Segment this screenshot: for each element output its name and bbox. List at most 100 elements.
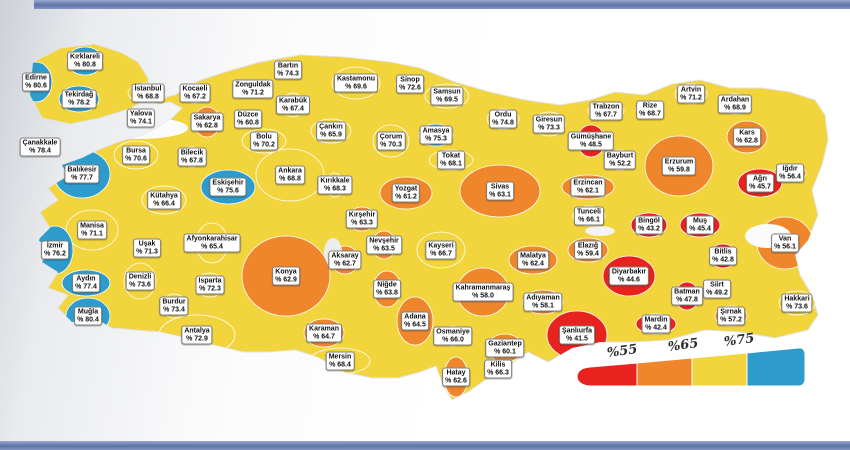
province-label: Kütahya% 66.4 [147, 190, 181, 210]
province-label: Kilis% 66.3 [484, 359, 512, 379]
province-rate: % 49.2 [706, 289, 728, 297]
province-rate: % 57.2 [720, 316, 742, 324]
province-rate: % 52.2 [609, 160, 631, 168]
province-label: Amasya% 75.3 [419, 125, 453, 145]
province-name: Aydın [76, 275, 96, 283]
province-rate: % 75.3 [425, 135, 447, 143]
province-rate: % 80.6 [25, 82, 47, 90]
province-name: Manisa [80, 222, 104, 230]
province-rate: % 42.8 [712, 256, 734, 264]
province-rate: % 70.6 [125, 155, 147, 163]
province-name: Bitlis [714, 248, 732, 256]
province-label: Manisa% 71.1 [77, 220, 107, 240]
province-label: Ankara% 68.8 [275, 165, 305, 185]
province-rate: % 78.4 [29, 147, 51, 155]
province-name: Afyonkarahisar [186, 235, 238, 243]
province-label: Isparta% 72.3 [195, 275, 225, 295]
province-rate: % 64.7 [313, 333, 335, 341]
province-label: Adana% 64.5 [401, 311, 429, 331]
province-name: Bursa [126, 147, 146, 155]
legend-segment-orange [636, 357, 693, 387]
province-label: Nevşehir% 63.5 [366, 235, 402, 255]
province-rate: % 63.1 [489, 191, 511, 199]
province-label: Adıyaman% 58.1 [523, 292, 563, 312]
country-silhouette [29, 43, 829, 401]
province-name: Osmaniye [436, 328, 470, 336]
province-rate: % 43.2 [638, 225, 660, 233]
province-name: Kütahya [150, 192, 178, 200]
province-label: İstanbul% 68.8 [131, 83, 165, 103]
province-name: Adıyaman [526, 294, 560, 302]
province-rate: % 75.6 [217, 187, 239, 195]
province-name: Burdur [162, 298, 186, 306]
province-name: Batman [674, 288, 700, 296]
province-rate: % 72.9 [186, 335, 208, 343]
province-rate: % 72.3 [199, 285, 221, 293]
province-name: Şırnak [720, 308, 742, 316]
province-rate: % 68.8 [137, 93, 159, 101]
province-rate: % 76.2 [44, 250, 66, 258]
province-label: İzmir% 76.2 [41, 240, 69, 260]
province-rate: % 69.6 [345, 83, 367, 91]
province-name: Muş [692, 217, 707, 225]
province-label: Çanakkale% 78.4 [19, 137, 61, 157]
province-rate: % 64.5 [404, 321, 426, 329]
province-rate: % 60.1 [494, 348, 516, 356]
province-name: Erzincan [573, 179, 603, 187]
province-name: Mersin [328, 353, 352, 361]
province-rate: % 62.6 [445, 377, 467, 385]
province-name: İzmir [46, 242, 64, 250]
province-name: Adana [404, 313, 426, 321]
province-rate: % 69.5 [436, 96, 458, 104]
province-label: Kocaeli% 67.2 [179, 83, 211, 103]
province-name: Kahramanmaraş [455, 284, 511, 292]
province-label: Edirne% 80.6 [22, 72, 50, 92]
province-rate: % 70.3 [380, 141, 402, 149]
province-rate: % 73.6 [129, 281, 151, 289]
province-label: Çankırı% 65.9 [316, 121, 346, 141]
province-label: Kayseri% 66.7 [425, 240, 457, 260]
province-rate: % 42.4 [645, 324, 667, 332]
province-name: Hatay [446, 369, 466, 377]
province-label: Ardahan% 68.9 [717, 94, 753, 114]
province-label: Afyonkarahisar% 65.4 [183, 233, 241, 253]
province-name: Kastamonu [336, 75, 376, 83]
province-label: Kırşehir% 63.3 [345, 209, 379, 229]
province-name: Eskişehir [212, 179, 244, 187]
legend-segment-red [576, 362, 638, 387]
province-name: Siirt [710, 281, 724, 289]
province-label: Gümüşhane% 48.5 [567, 131, 615, 151]
province-rate: % 71.1 [81, 230, 103, 238]
province-rate: % 73.6 [786, 303, 808, 311]
province-label: Ağrı% 45.7 [746, 173, 774, 193]
province-name: Niğde [377, 281, 397, 289]
province-rate: % 66.7 [430, 250, 452, 258]
province-name: Rize [642, 102, 658, 110]
province-rate: % 66.0 [442, 336, 464, 344]
province-label: Siirt% 49.2 [703, 279, 731, 299]
province-label: Denizli% 73.6 [125, 271, 155, 291]
province-rate: % 58.1 [532, 302, 554, 310]
province-label: Sakarya% 62.8 [190, 112, 224, 132]
province-name: Erzurum [664, 158, 694, 166]
province-name: Mardin [644, 316, 668, 324]
province-name: Nevşehir [369, 237, 399, 245]
province-name: Konya [275, 268, 297, 276]
province-label: Kırıkkale% 68.3 [317, 175, 353, 195]
province-label: Iğdır% 56.4 [776, 163, 804, 183]
province-name: Bolu [256, 133, 272, 141]
province-name: Bayburt [606, 152, 634, 160]
province-name: Van [778, 235, 792, 243]
legend-segment-blue [746, 347, 806, 387]
province-name: Antalya [184, 327, 210, 335]
province-label: Batman% 47.8 [671, 286, 703, 306]
province-name: Tekirdağ [64, 91, 94, 99]
province-rate: % 74.3 [277, 70, 299, 78]
province-name: Karaman [309, 325, 339, 333]
province-name: Trabzon [592, 103, 620, 111]
province-label: Düzce% 60.8 [234, 109, 262, 129]
province-name: Uşak [138, 240, 156, 248]
province-label: Burdur% 73.4 [159, 296, 189, 316]
province-label: Tokat% 68.1 [437, 150, 465, 170]
